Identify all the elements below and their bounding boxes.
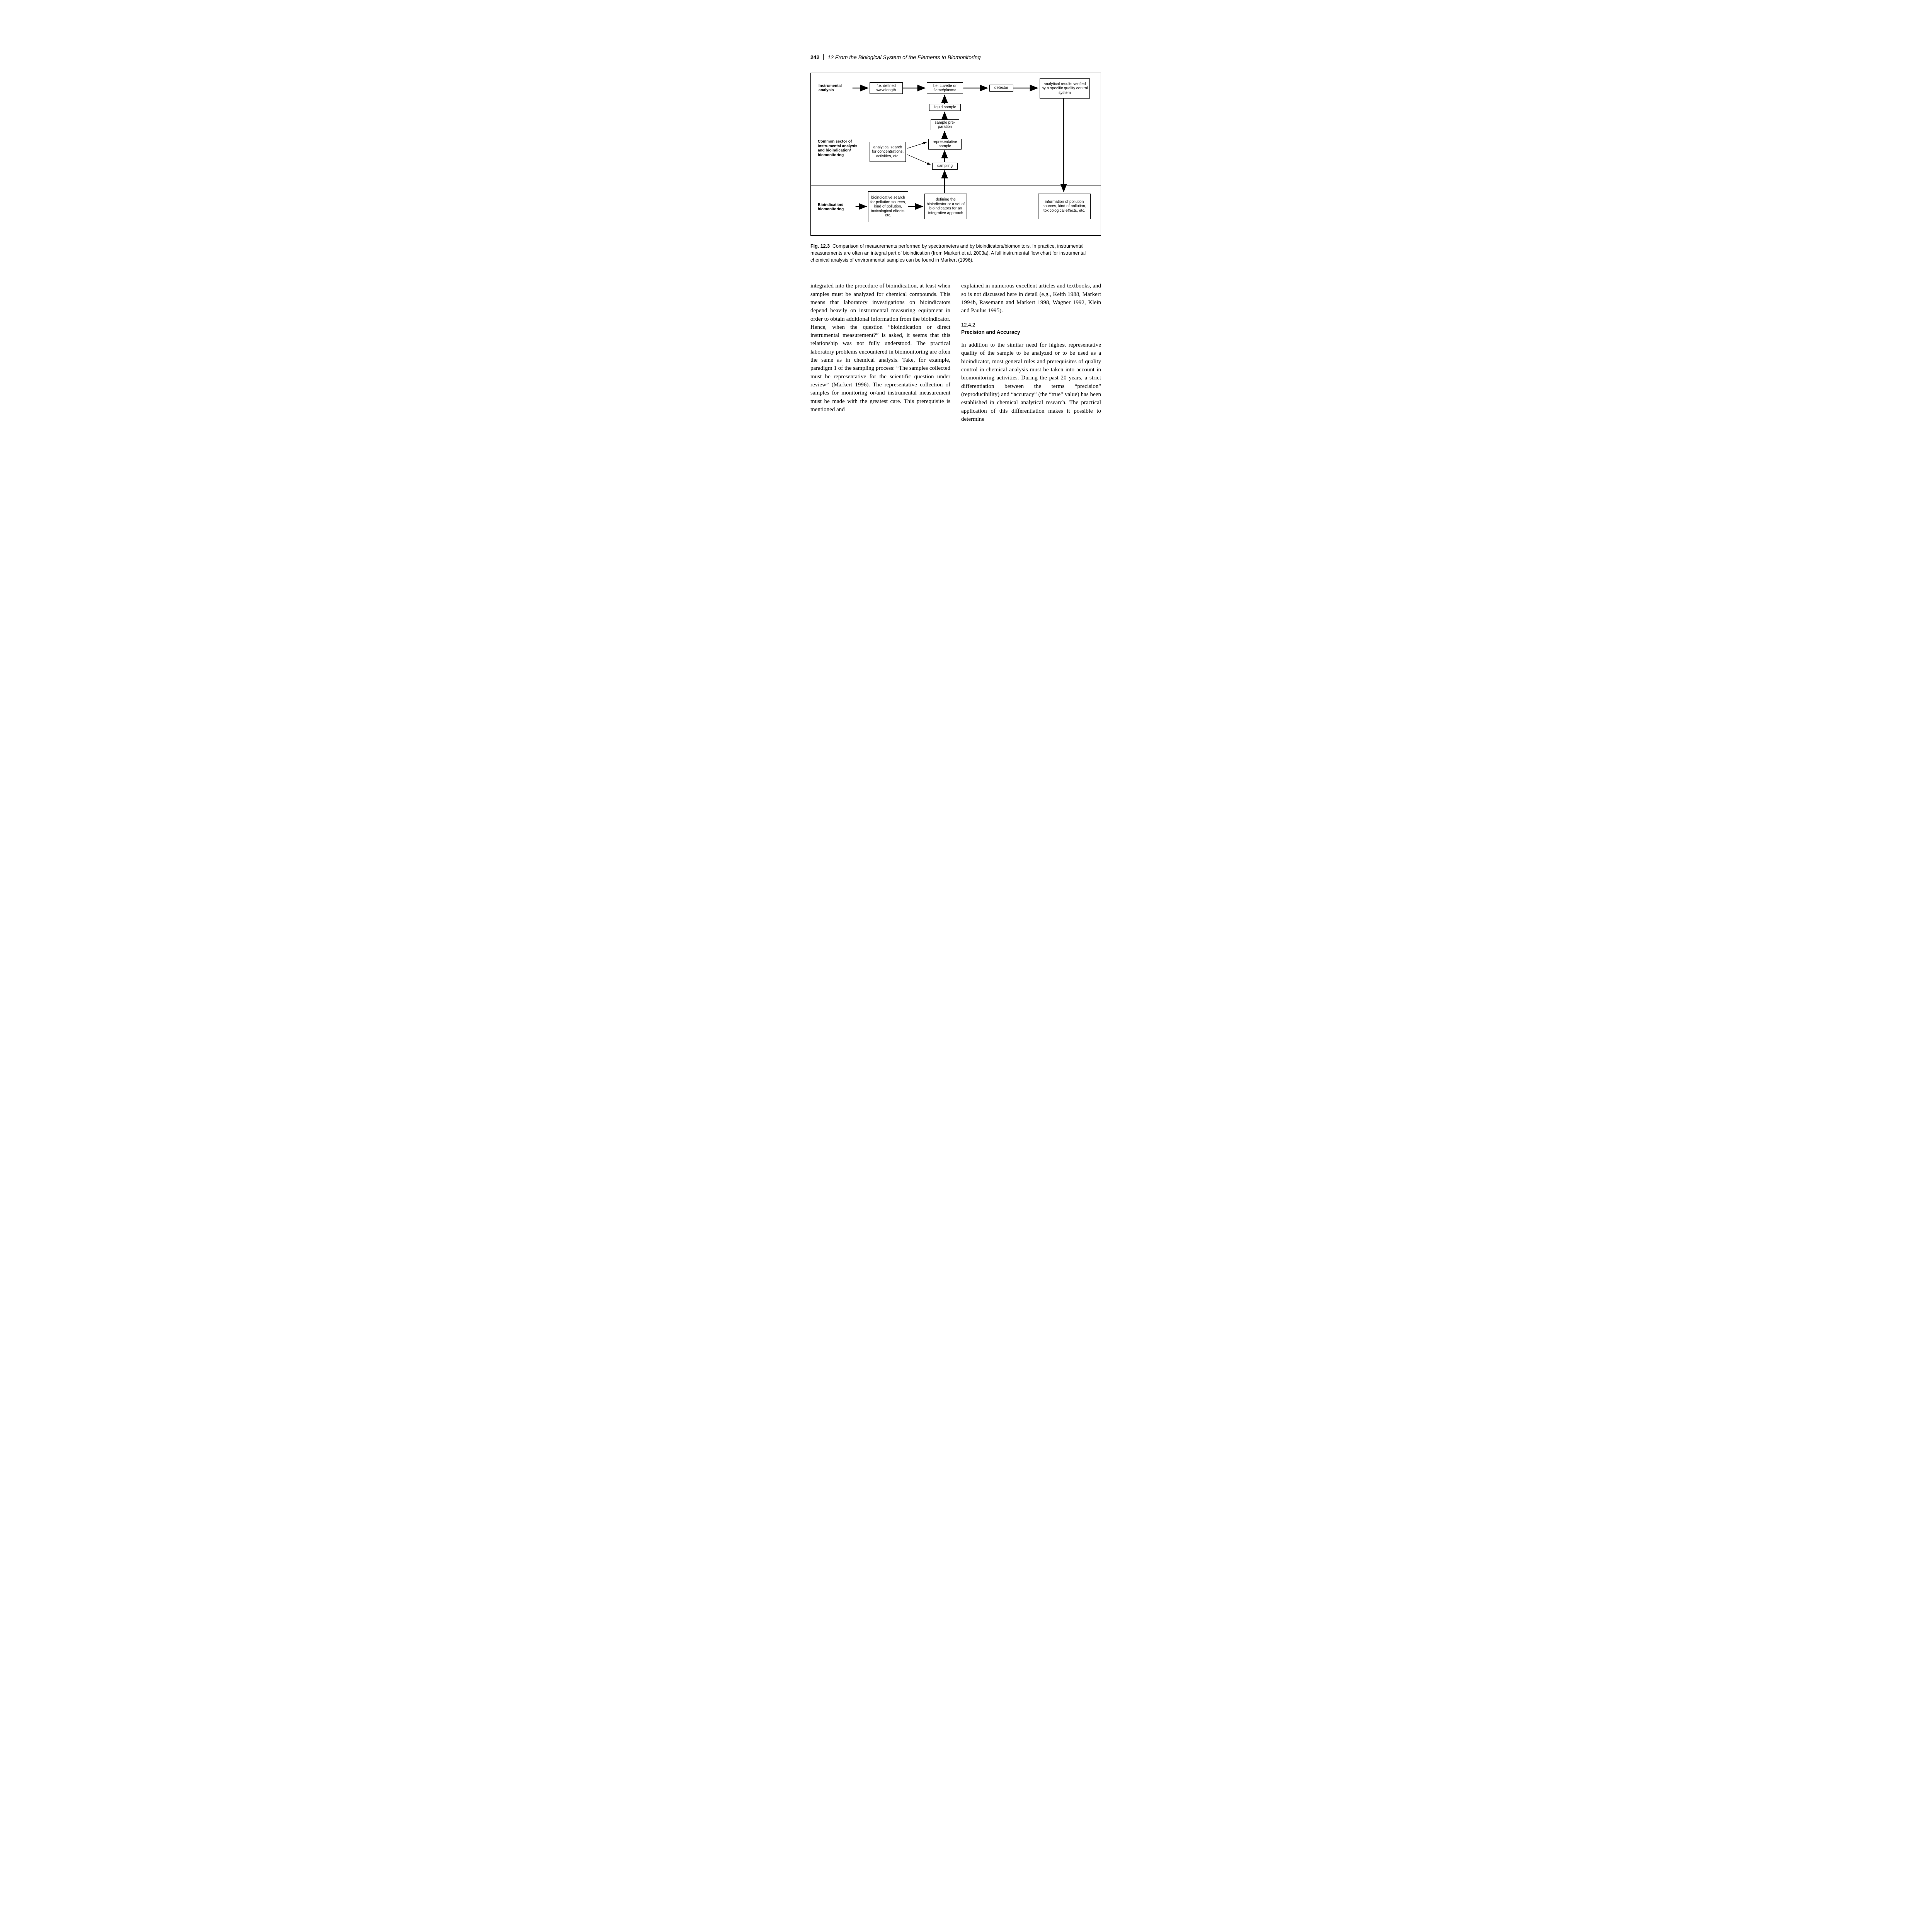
left-column: integrated into the procedure of bioindi… bbox=[810, 282, 950, 423]
diagram-box-cuvette: f.e. cuvette or flame/plasma bbox=[927, 82, 963, 94]
running-header: 242 12 From the Biological System of the… bbox=[810, 54, 1106, 60]
figure-diagram: Instrumental analysis f.e. defined wavele… bbox=[810, 73, 1101, 236]
diagram-box-representative-sample: representative sample bbox=[928, 139, 962, 150]
section-title: Precision and Accuracy bbox=[961, 328, 1101, 336]
diagram-box-bioindication: Bioindication/ biomonitoring bbox=[816, 201, 855, 213]
body-paragraph: explained in numerous excellent articles… bbox=[961, 282, 1101, 315]
section-number: 12.4.2 bbox=[961, 321, 1101, 328]
diagram-box-sample-prep: sample pre- paration bbox=[931, 119, 959, 130]
diagram-box-analytical-search: analytical search for concentrations, ac… bbox=[870, 142, 906, 162]
diagram-box-defining: defining the bioindicator or a set of bi… bbox=[924, 194, 967, 219]
diagram-box-bioindicative-search: bioindicative search for pollution sourc… bbox=[868, 191, 908, 222]
body-paragraph: integrated into the procedure of bioindi… bbox=[810, 282, 950, 414]
diagram-box-analytical-results: analytical results verified by a specifi… bbox=[1040, 78, 1090, 99]
figure-label: Fig. 12.3 bbox=[810, 243, 830, 249]
diagram-box-wavelength: f.e. defined wavelength bbox=[870, 82, 903, 94]
figure-caption-text: Comparison of measurements performed by … bbox=[810, 243, 1086, 263]
figure-caption: Fig. 12.3 Comparison of measurements per… bbox=[810, 243, 1101, 264]
body-columns: integrated into the procedure of bioindi… bbox=[810, 282, 1101, 423]
diagram-box-common-sector: Common sector of instrumental analysis a… bbox=[816, 133, 862, 163]
chapter-title: 12 From the Biological System of the Ele… bbox=[827, 54, 980, 60]
diagram-box-instrumental-analysis: Instrumental analysis bbox=[817, 82, 853, 94]
diagram-box-liquid-sample: liquid sample bbox=[929, 104, 961, 111]
diagram-box-detector: detector bbox=[989, 85, 1013, 92]
page-number: 242 bbox=[810, 54, 824, 60]
body-paragraph: In addition to the similar need for high… bbox=[961, 341, 1101, 423]
diagram-box-information: information of pollution sources, kind o… bbox=[1038, 194, 1091, 219]
right-column: explained in numerous excellent articles… bbox=[961, 282, 1101, 423]
diagram-box-sampling: sampling bbox=[932, 163, 958, 170]
